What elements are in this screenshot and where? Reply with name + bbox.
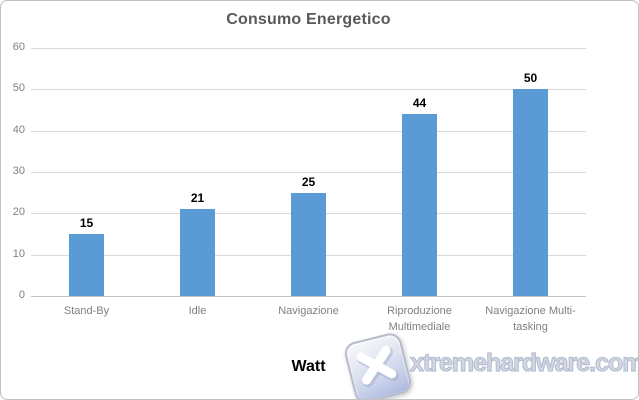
category-label: Navigazione (278, 305, 339, 317)
y-tick-label: 50 (12, 82, 25, 95)
y-tick-label: 0 (18, 289, 25, 301)
plot-area: 0 10 20 30 40 50 60 15 Stand-By 21 Idle 25 Navigazio… (13, 41, 586, 333)
y-tick-label: 20 (12, 206, 25, 219)
bar-riproduzione-multimediale (402, 114, 437, 296)
data-label: 50 (523, 71, 538, 86)
y-tick-label: 30 (12, 165, 25, 177)
gridline (31, 172, 586, 173)
category-label: Navigazione Multi-tasking (485, 305, 576, 333)
category-label: Riproduzione Multimediale (387, 305, 452, 333)
bar-idle (180, 209, 215, 296)
bar-navigazione (291, 192, 326, 296)
gridline (31, 48, 586, 49)
gridline (31, 89, 586, 91)
data-label: 21 (190, 191, 205, 206)
data-label: 15 (79, 216, 94, 230)
x-logo-icon (342, 330, 414, 399)
bar-stand-by (69, 234, 104, 296)
bar-navigazione-multi-tasking (513, 89, 548, 296)
gridline (31, 130, 586, 132)
chart-title: Consumo Energetico (226, 11, 391, 28)
y-tick-label: 40 (12, 123, 25, 136)
y-tick-label: 10 (12, 247, 25, 260)
data-label: 25 (301, 174, 316, 189)
x-axis-line (31, 296, 586, 297)
category-label: Idle (188, 305, 207, 317)
y-tick-label: 60 (12, 41, 25, 53)
data-label: 44 (412, 96, 427, 111)
watermark-text: xtremehardware.com (409, 348, 639, 377)
x-axis-title: Watt (291, 358, 326, 375)
category-label: Stand-By (63, 305, 110, 317)
